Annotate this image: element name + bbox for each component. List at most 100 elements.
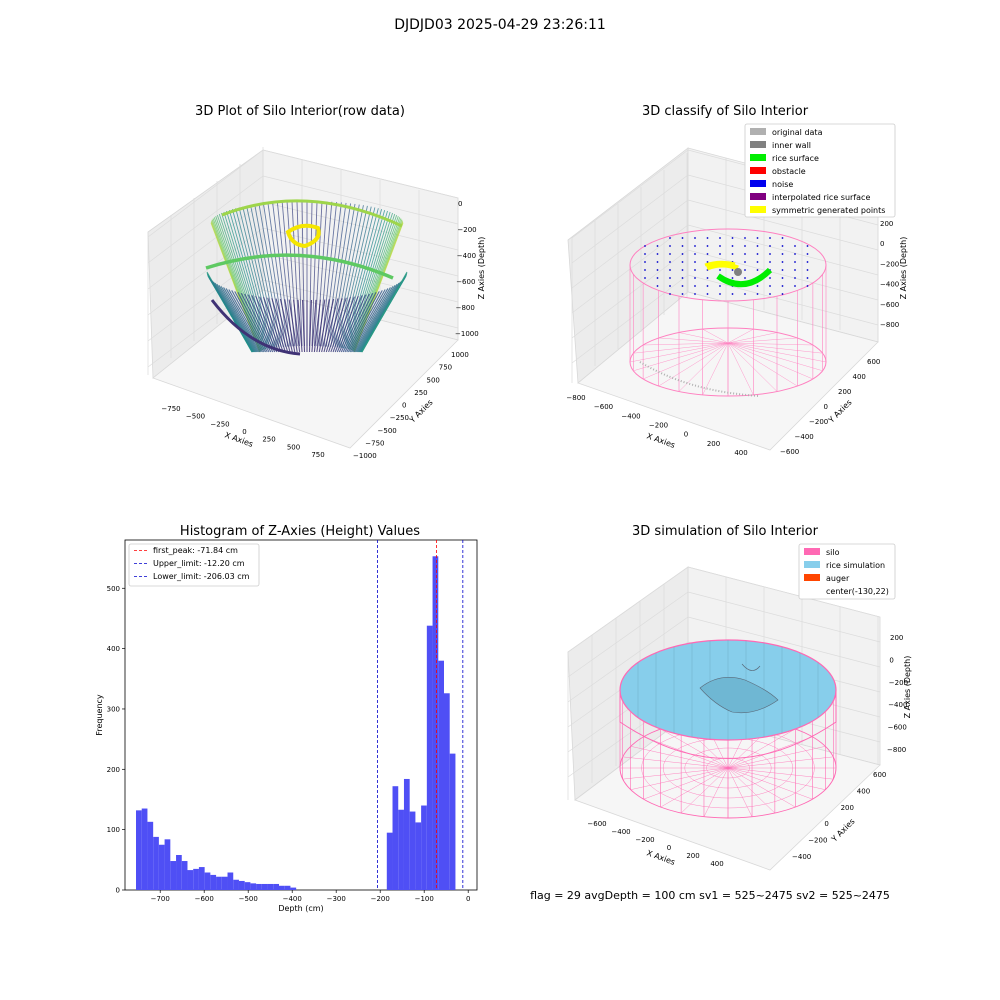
plot1-upper-strand <box>347 211 391 350</box>
plot2-legend-swatch <box>750 141 766 148</box>
plot2-noise-point <box>681 261 684 263</box>
plot2-noise-point <box>769 261 771 263</box>
plot2-legend-label: original data <box>772 128 823 137</box>
plot1-upper-strand <box>267 202 289 347</box>
histogram-bar <box>221 876 228 890</box>
plot1-x-tick: −500 <box>186 413 205 421</box>
plot2-legend-label: inner wall <box>772 141 811 150</box>
plot1-lower-strand <box>353 286 394 353</box>
plot1-z-tick: 0 <box>458 200 462 208</box>
plot1-upper-strand <box>350 214 398 350</box>
plot1-lower-strand <box>346 291 380 353</box>
plot2-noise-point <box>644 261 646 263</box>
plot2-noise-point <box>719 285 721 287</box>
histogram-bar <box>204 872 211 890</box>
plot2-noise-point <box>781 237 784 239</box>
plot2-noise-point <box>744 245 746 247</box>
plot2-noise-point <box>806 261 809 263</box>
plot2-noise-point <box>794 277 796 279</box>
plot2-noise-point <box>694 245 696 247</box>
plot4-x-tick: −400 <box>611 828 630 836</box>
plot2-noise-point <box>744 277 746 279</box>
figure-title: DJDJD03 2025-04-29 23:26:11 <box>394 17 606 33</box>
plot1-grid-line <box>147 149 264 238</box>
histogram-bar <box>136 810 142 890</box>
plot1-lower-strand <box>263 297 284 353</box>
plot2-noise-point <box>681 285 684 287</box>
plot1-upper-strand <box>325 202 347 347</box>
plot1-lower-strand <box>357 282 400 353</box>
plot4-silo-ring <box>684 747 772 789</box>
plot2-noise-point <box>694 253 696 255</box>
plot2-noise-point <box>656 261 659 263</box>
plot2-noise-point <box>681 253 684 255</box>
plot1-upper-strand <box>341 208 379 349</box>
histogram-legend-label: first_peak: -71.84 cm <box>153 546 238 555</box>
plot2-legend-label: interpolated rice surface <box>772 193 870 202</box>
plot2-noise-point <box>656 253 659 255</box>
plot1-lower-strand <box>316 299 326 353</box>
plot4-x-tick: 400 <box>710 860 723 868</box>
plot1-lower-strand <box>301 299 306 353</box>
plot1-lower-strand <box>334 295 359 353</box>
plot2-noise-point <box>781 293 784 295</box>
plot1-x-tick: −250 <box>210 420 229 428</box>
plot2-noise-point <box>681 277 684 279</box>
histogram-x-tick: −300 <box>327 895 346 903</box>
plot2-noise-point <box>669 261 671 263</box>
histogram-bar <box>187 870 194 890</box>
plot1-upper-strand <box>235 208 273 349</box>
plot2-noise-point <box>769 293 771 295</box>
plot2-floor-spoke <box>727 342 823 354</box>
plot1-lower-strand <box>279 298 293 353</box>
plot4-z-tick: −400 <box>888 701 907 709</box>
plot2-floor-spoke <box>633 342 729 354</box>
plot1-y-tick: −250 <box>390 414 409 422</box>
plot2-noise-point <box>694 293 696 295</box>
plot2-floor-spoke <box>658 342 729 387</box>
plot1-upper-strand <box>286 201 298 347</box>
plot2-floor-spoke <box>633 342 729 371</box>
plot2-floor-spoke <box>727 342 798 387</box>
plot2-noise-point <box>694 277 696 279</box>
plot2-legend-swatch <box>750 128 766 135</box>
plot1-title: 3D Plot of Silo Interior(row data) <box>195 104 405 119</box>
plot1-lower-strand <box>351 288 389 353</box>
plot1-lower-strand <box>267 297 286 353</box>
plot2-noise-point <box>706 285 709 287</box>
plot1-lower-strand <box>259 296 282 353</box>
plot2-noise-point <box>769 253 771 255</box>
plot1-lower-strand <box>297 299 303 353</box>
plot2-z-tick: −200 <box>880 260 899 268</box>
histogram-bar <box>426 625 433 890</box>
plot2-noise-point <box>794 245 796 247</box>
plot2-grid-line <box>687 249 879 301</box>
plot2-noise-point <box>781 261 784 263</box>
plot2-noise-point <box>731 269 734 271</box>
plot2-noise-point <box>781 269 784 271</box>
plot4-y-tick: 200 <box>841 804 854 812</box>
plot2-noise-point <box>756 245 759 247</box>
plot2-noise-point <box>669 269 671 271</box>
plot1-lower-strand <box>332 296 355 353</box>
histogram-title: Histogram of Z-Axies (Height) Values <box>179 524 421 539</box>
plot2-noise-point <box>669 277 671 279</box>
plot2-symmetric-points <box>706 262 739 271</box>
plot1-lower-strand <box>240 292 272 353</box>
histogram-bar <box>227 872 234 890</box>
plot1-x-tick: −750 <box>161 405 180 413</box>
plot2-floor-spoke <box>727 342 813 380</box>
plot4-legend-label: center(-130,22) <box>826 587 889 596</box>
histogram-legend-label: Lower_limit: -206.03 cm <box>153 572 250 581</box>
plot1-lower-strand <box>214 282 257 353</box>
plot1-upper-strand <box>316 201 328 347</box>
plot2-noise-point <box>681 237 684 239</box>
plot1-lower-strand <box>247 294 276 353</box>
plot4-z-tick: −200 <box>889 679 908 687</box>
plot4-silo-spoke <box>727 767 826 790</box>
plot2-legend-box <box>744 123 896 218</box>
plot2-noise-point <box>744 253 746 255</box>
plot2-noise-point <box>756 269 759 271</box>
plot2-symmetric-points-2 <box>704 260 736 267</box>
plot1-upper-strand <box>343 209 383 349</box>
